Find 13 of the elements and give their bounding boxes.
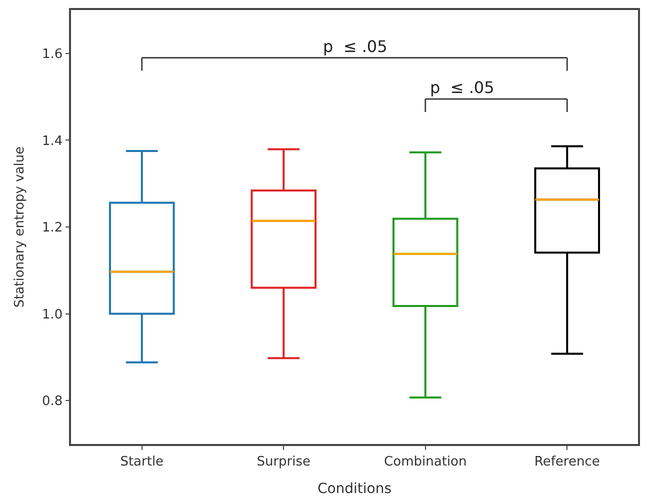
x-tick-label: Combination <box>384 454 467 470</box>
y-tick-label: 1.2 <box>42 220 63 236</box>
x-axis-title: Conditions <box>317 481 392 498</box>
y-tick-label: 1.6 <box>42 46 63 62</box>
x-tick-label: Reference <box>534 454 600 470</box>
x-tick-label: Surprise <box>256 454 311 470</box>
x-tick-label: Startle <box>120 454 164 470</box>
annotation: p ≤ .05 <box>430 78 494 97</box>
y-tick-label: 1.4 <box>42 134 63 149</box>
annotation: p ≤ .05 <box>323 37 388 56</box>
y-tick-label: 0.8 <box>42 394 63 410</box>
y-axis-title: Stationary entropy value <box>12 146 28 308</box>
y-tick-label: 1.0 <box>42 307 63 322</box>
